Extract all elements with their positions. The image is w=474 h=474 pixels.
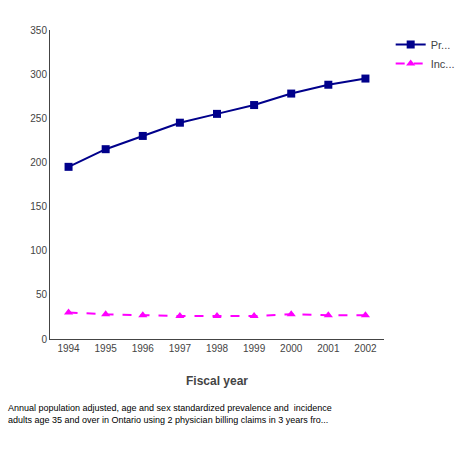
svg-text:1999: 1999	[243, 343, 266, 354]
svg-text:2000: 2000	[280, 343, 303, 354]
svg-text:100: 100	[30, 245, 47, 256]
svg-text:200: 200	[30, 157, 47, 168]
svg-text:300: 300	[30, 69, 47, 80]
svg-text:Inc...: Inc...	[431, 58, 455, 70]
svg-text:150: 150	[30, 201, 47, 212]
svg-text:50: 50	[36, 289, 48, 300]
svg-text:Pr...: Pr...	[431, 39, 451, 51]
svg-text:1997: 1997	[169, 343, 192, 354]
svg-text:1996: 1996	[132, 343, 155, 354]
svg-text:350: 350	[30, 25, 47, 36]
svg-text:2001: 2001	[317, 343, 340, 354]
svg-text:Fiscal year: Fiscal year	[186, 374, 248, 388]
svg-text:1994: 1994	[57, 343, 80, 354]
svg-text:Annual population adjusted, ag: Annual population adjusted, age and sex …	[8, 403, 332, 425]
svg-text:250: 250	[30, 113, 47, 124]
svg-text:0: 0	[41, 334, 47, 345]
svg-text:2002: 2002	[354, 343, 377, 354]
svg-text:1998: 1998	[206, 343, 229, 354]
svg-text:1995: 1995	[95, 343, 118, 354]
